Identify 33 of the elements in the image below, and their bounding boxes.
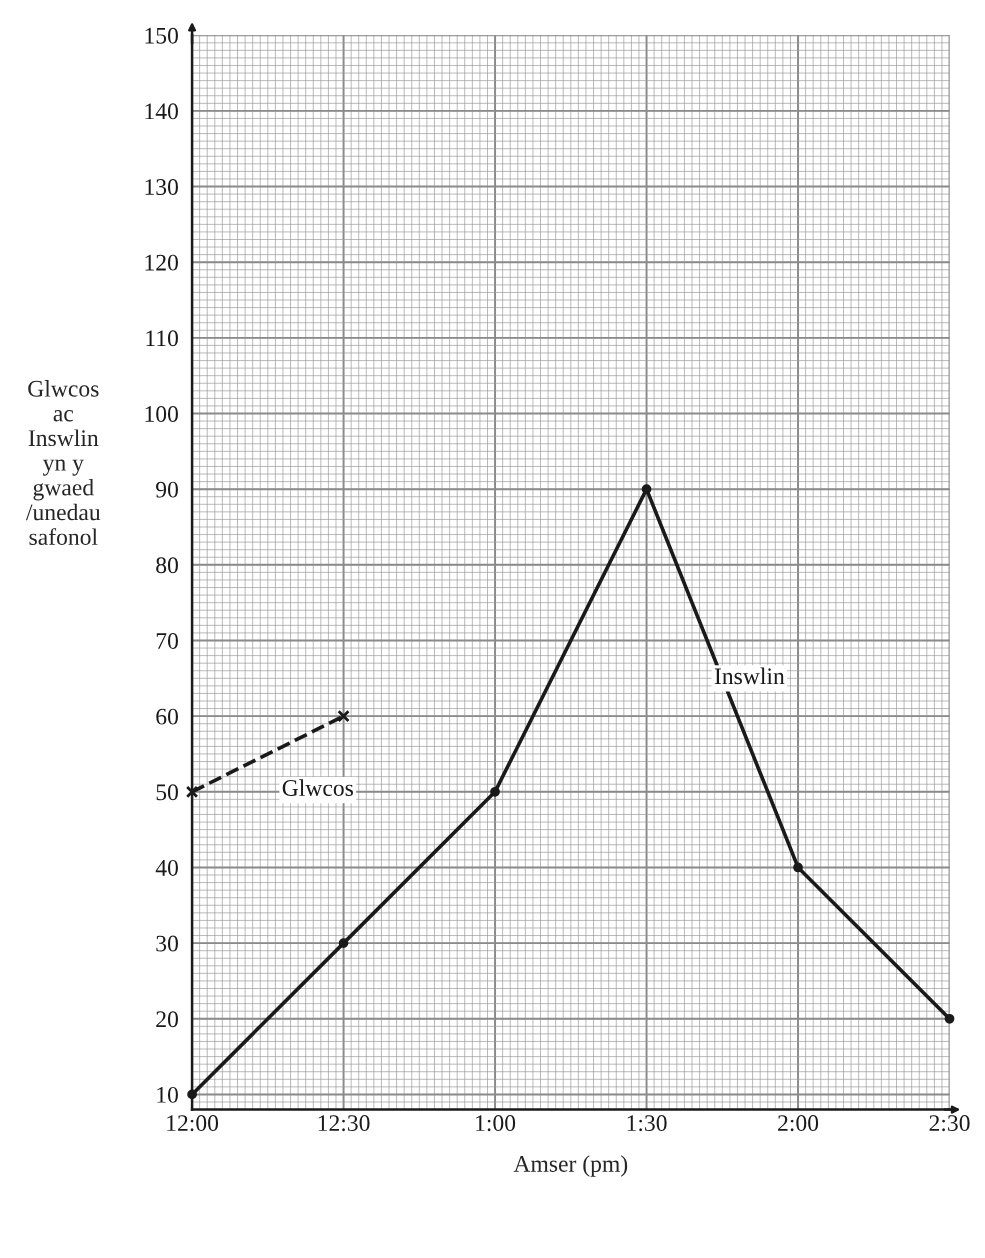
y-tick-label: 10	[157, 1086, 178, 1103]
y-tick-label: 70	[156, 632, 178, 649]
point	[338, 938, 349, 948]
series-label: Glwcos	[282, 779, 353, 796]
point	[490, 786, 500, 797]
x-tick-label: 1:00	[476, 1115, 516, 1132]
x-axis-title: Amser (pm)	[513, 1155, 628, 1177]
x-tick-label: 1:30	[627, 1115, 667, 1132]
y-tick-label: 60	[156, 708, 178, 725]
y-tick-label: 110	[146, 330, 178, 347]
y-tick-label: 40	[155, 859, 178, 876]
x-tick-label: 12:00	[167, 1115, 219, 1132]
y-tick-label: 30	[156, 935, 178, 952]
point	[337, 709, 350, 723]
point	[185, 785, 199, 799]
x-tick-label: 12:30	[318, 1115, 370, 1132]
y-tick-label: 130	[145, 179, 178, 195]
y-tick-label: 150	[145, 27, 178, 44]
y-tick-label: 80	[156, 557, 178, 574]
series-label: Inswlin	[714, 667, 785, 685]
y-tick-label: 140	[145, 103, 178, 120]
y-tick-label: 90	[156, 481, 178, 498]
y-axis-title: Glwcos ac Inswlin yn y gwaed /unedau safonol	[25, 380, 101, 545]
y-tick-label: 120	[145, 254, 178, 271]
point	[793, 862, 803, 873]
point	[944, 1013, 955, 1024]
y-tick-label: 50	[156, 784, 178, 801]
point	[187, 1089, 197, 1100]
y-tick-label: 20	[156, 1011, 178, 1028]
point	[641, 484, 652, 495]
x-tick-label: 2:30	[929, 1115, 970, 1132]
x-tick-label: 2:00	[778, 1115, 819, 1132]
y-tick-label: 100	[145, 406, 178, 422]
